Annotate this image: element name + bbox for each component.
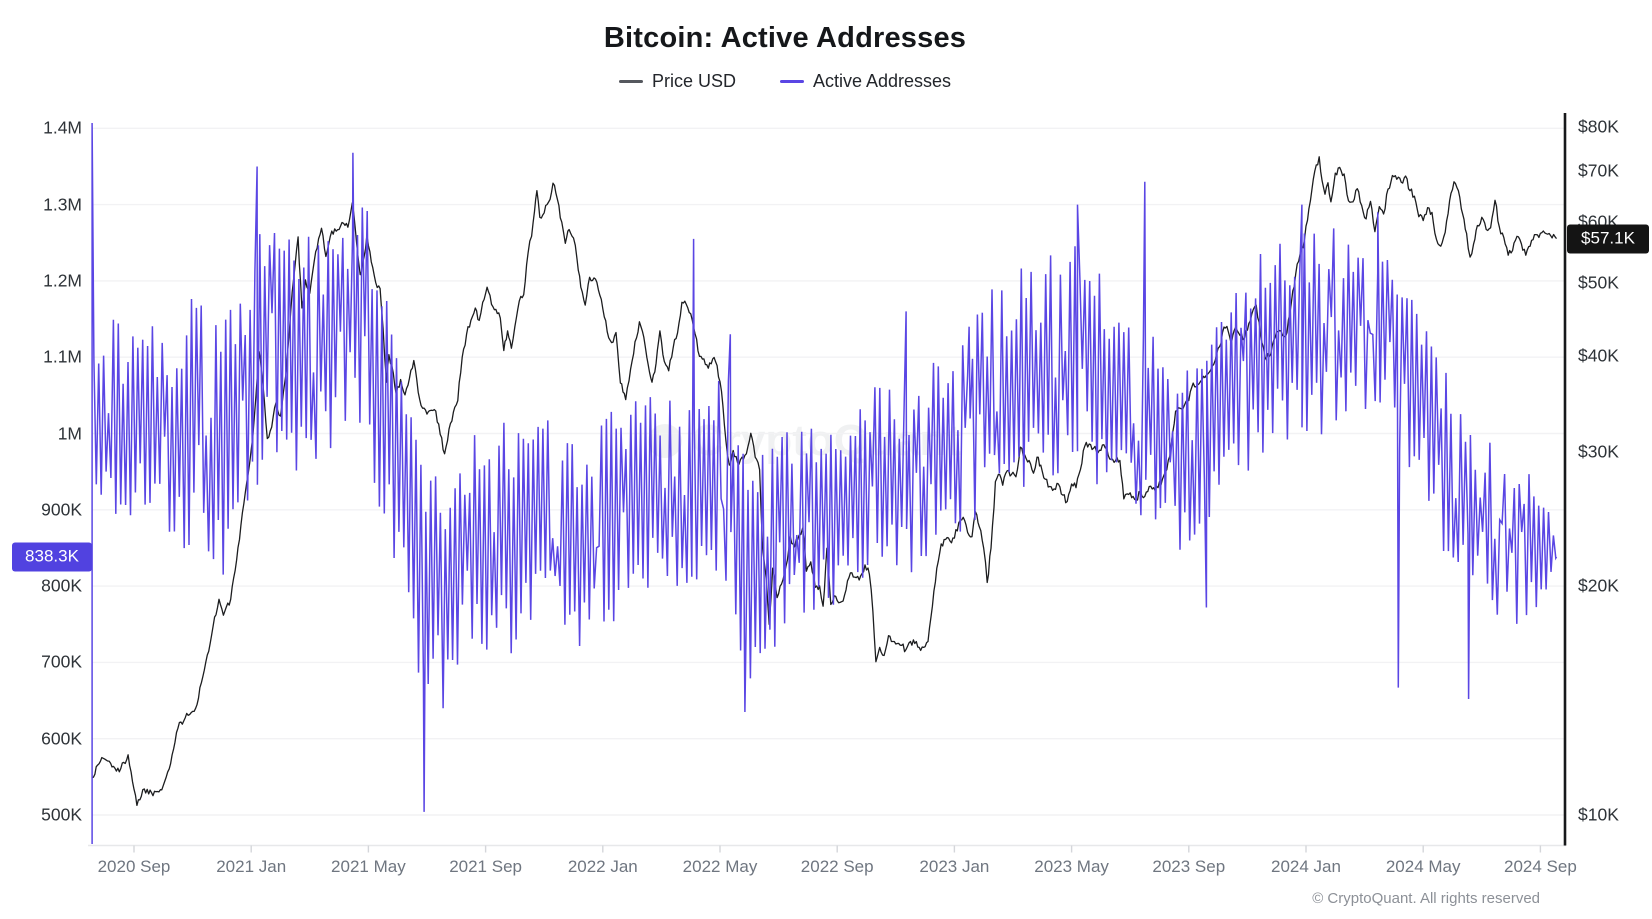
legend-label-price-usd: Price USD <box>651 71 736 91</box>
legend: Price USD Active Addresses <box>0 71 1570 92</box>
active-addresses-line-marker-icon <box>779 80 804 83</box>
legend-item-price-usd[interactable]: Price USD <box>618 71 736 92</box>
price-usd-line <box>91 156 1558 807</box>
active-addresses-last-value-badge: 838.3K <box>12 542 92 572</box>
active-addresses-line <box>91 122 1558 844</box>
price-last-value-badge: $57.1K <box>1567 224 1649 254</box>
cryptoquant-logo-icon <box>648 424 682 458</box>
legend-label-active-addresses: Active Addresses <box>812 71 952 91</box>
price-line-marker-icon <box>618 80 643 83</box>
legend-item-active-addresses[interactable]: Active Addresses <box>779 71 952 92</box>
page-title: Bitcoin: Active Addresses <box>603 22 967 54</box>
copyright-footer: © CryptoQuant. All rights reserved <box>1312 890 1540 907</box>
